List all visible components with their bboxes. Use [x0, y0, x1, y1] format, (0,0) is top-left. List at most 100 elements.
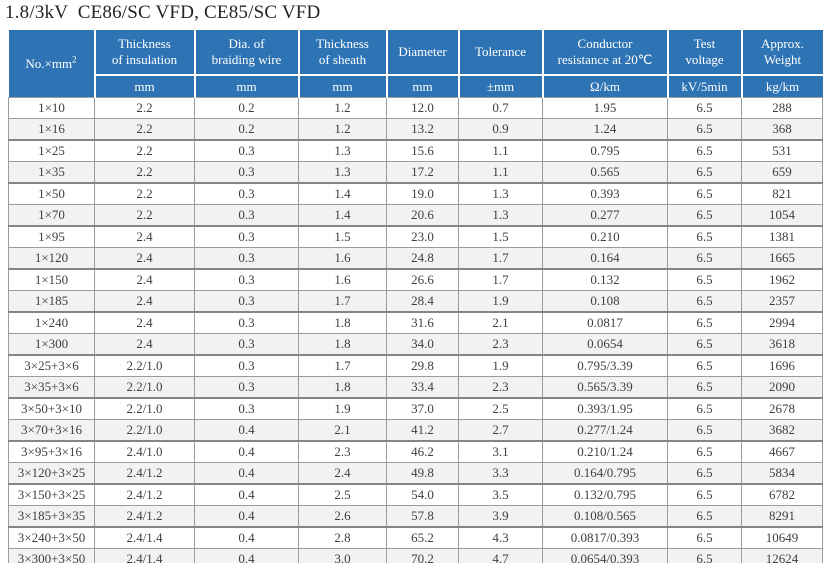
table-cell: 288	[741, 97, 823, 119]
table-cell: 1.7	[458, 268, 543, 291]
table-cell: 6.5	[667, 311, 742, 334]
header-cell-test-voltage: Test voltage	[666, 30, 742, 75]
table-cell: 23.0	[386, 225, 459, 248]
table-cell: 368	[741, 118, 823, 141]
table-cell: 0.3	[194, 397, 299, 420]
table-cell: 0.3	[194, 225, 299, 248]
table-cell: 1.6	[298, 247, 387, 270]
table-cell: 6.5	[667, 290, 742, 313]
table-cell: 2.2	[94, 139, 195, 162]
table-cell: 1696	[741, 354, 823, 377]
table-cell: 1.24	[542, 118, 668, 141]
table-row: 3×150+3×25 2.4/1.2 0.4 2.5 54.0 3.5 0.132/0.79…	[8, 483, 823, 506]
table-cell: 0.210/1.24	[542, 440, 668, 463]
table-cell: 6.5	[667, 333, 742, 356]
table-cell: 2.1	[458, 311, 543, 334]
table-row: 1×300 2.4 0.3 1.8 34.0 2.3 0.0654 6.5 3618	[8, 333, 823, 356]
table-cell: 2.7	[458, 419, 543, 442]
row-size-cell: 3×240+3×50	[8, 526, 95, 549]
table-row: 3×50+3×10 2.2/1.0 0.3 1.9 37.0 2.5 0.393/1.95 6…	[8, 397, 823, 420]
table-cell: 6.5	[667, 526, 742, 549]
row-size-cell: 3×25+3×6	[8, 354, 95, 377]
row-size-cell: 3×50+3×10	[8, 397, 95, 420]
table-cell: 2.4/1.2	[94, 505, 195, 528]
table-cell: 0.108	[542, 290, 668, 313]
table-cell: 2.4/1.4	[94, 526, 195, 549]
header-label: Dia. of	[228, 35, 265, 51]
table-cell: 34.0	[386, 333, 459, 356]
table-cell: 821	[741, 182, 823, 205]
table-cell: 1054	[741, 204, 823, 227]
table-cell: 33.4	[386, 376, 459, 399]
table-cell: 0.4	[194, 462, 299, 485]
table-cell: 31.6	[386, 311, 459, 334]
table-cell: 0.3	[194, 161, 299, 184]
table-cell: 3.1	[458, 440, 543, 463]
table-cell: 13.2	[386, 118, 459, 141]
table-cell: 6.5	[667, 440, 742, 463]
table-cell: 2.4	[94, 268, 195, 291]
table-cell: 6.5	[667, 268, 742, 291]
table-row: 1×10 2.2 0.2 1.2 12.0 0.7 1.95 6.5 288	[8, 97, 823, 119]
table-cell: 0.7	[458, 97, 543, 119]
row-size-cell: 3×300+3×50	[8, 548, 95, 563]
table-cell: 2.4	[298, 462, 387, 485]
unit-cell-resistance: Ω/km	[541, 74, 668, 98]
table-cell: 2.2	[94, 204, 195, 227]
table-cell: 6.5	[667, 204, 742, 227]
table-row: 3×185+3×35 2.4/1.2 0.4 2.6 57.8 3.9 0.108/0.56…	[8, 505, 823, 528]
table-row: 1×120 2.4 0.3 1.6 24.8 1.7 0.164 6.5 1665	[8, 247, 823, 270]
table-cell: 6.5	[667, 139, 742, 162]
row-size-cell: 3×120+3×25	[8, 462, 95, 485]
table-cell: 2.5	[458, 397, 543, 420]
table-cell: 0.3	[194, 333, 299, 356]
table-cell: 17.2	[386, 161, 459, 184]
table-cell: 531	[741, 139, 823, 162]
table-cell: 0.3	[194, 182, 299, 205]
table-cell: 1.3	[458, 182, 543, 205]
table-cell: 6.5	[667, 97, 742, 119]
table-cell: 5834	[741, 462, 823, 485]
table-row: 3×70+3×16 2.2/1.0 0.4 2.1 41.2 2.7 0.277/1.24 6…	[8, 419, 823, 442]
header-label: Thickness	[118, 35, 171, 51]
table-body: 1×10 2.2 0.2 1.2 12.0 0.7 1.95 6.5 288 1×16 2.2 0.2…	[8, 97, 823, 563]
table-cell: 2.4/1.0	[94, 440, 195, 463]
table-cell: 1381	[741, 225, 823, 248]
table-cell: 0.164	[542, 247, 668, 270]
table-cell: 1.9	[298, 397, 387, 420]
table-cell: 1.1	[458, 139, 543, 162]
table-cell: 3682	[741, 419, 823, 442]
table-row: 3×35+3×6 2.2/1.0 0.3 1.8 33.4 2.3 0.565/3.39 6.…	[8, 376, 823, 399]
table-cell: 0.4	[194, 526, 299, 549]
row-size-cell: 3×70+3×16	[8, 419, 95, 442]
table-cell: 2.2	[94, 97, 195, 119]
table-cell: 6.5	[667, 182, 742, 205]
table-cell: 12624	[741, 548, 823, 563]
table-cell: 1.3	[298, 139, 387, 162]
table-row: 1×35 2.2 0.3 1.3 17.2 1.1 0.565 6.5 659	[8, 161, 823, 184]
table-cell: 1.7	[298, 290, 387, 313]
table-cell: 1.95	[542, 97, 668, 119]
header-cell-diameter: Diameter	[385, 30, 459, 75]
table-cell: 20.6	[386, 204, 459, 227]
table-cell: 1.8	[298, 376, 387, 399]
table-cell: 49.8	[386, 462, 459, 485]
row-size-cell: 3×35+3×6	[8, 376, 95, 399]
table-cell: 2.2/1.0	[94, 376, 195, 399]
table-cell: 2090	[741, 376, 823, 399]
row-size-cell: 1×10	[8, 97, 95, 119]
table-cell: 0.164/0.795	[542, 462, 668, 485]
table-cell: 6.5	[667, 118, 742, 141]
table-cell: 0.4	[194, 548, 299, 563]
row-size-cell: 1×185	[8, 290, 95, 313]
table-cell: 46.2	[386, 440, 459, 463]
unit-cell-insulation: mm	[93, 74, 195, 98]
row-size-cell: 1×300	[8, 333, 95, 356]
table-row: 1×16 2.2 0.2 1.2 13.2 0.9 1.24 6.5 368	[8, 118, 823, 141]
table-cell: 2.1	[298, 419, 387, 442]
table-cell: 0.3	[194, 204, 299, 227]
table-cell: 1.4	[298, 182, 387, 205]
row-size-cell: 1×16	[8, 118, 95, 141]
table-cell: 6.5	[667, 376, 742, 399]
unit-cell-tolerance: ±mm	[457, 74, 543, 98]
